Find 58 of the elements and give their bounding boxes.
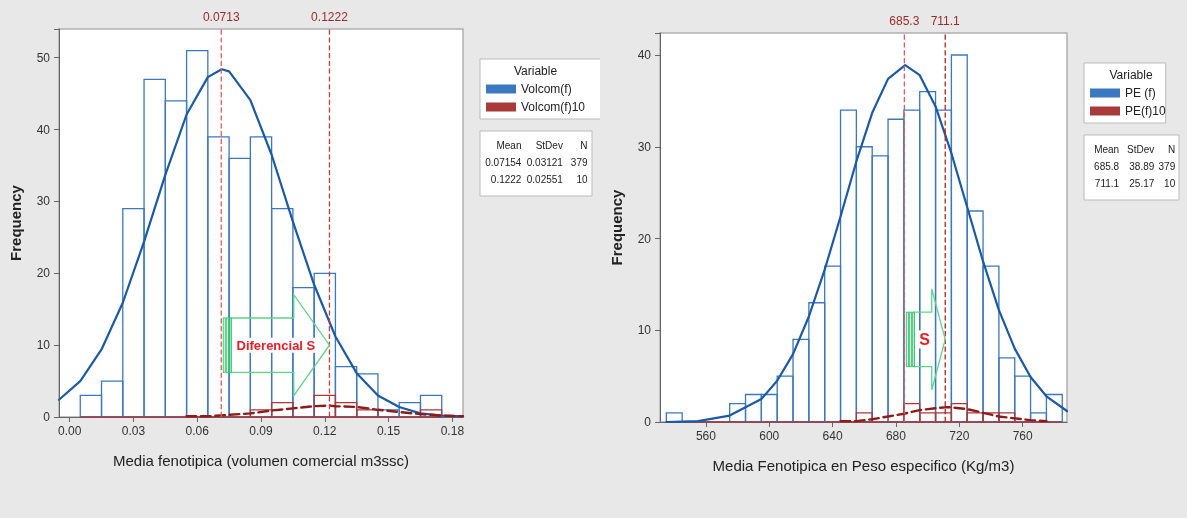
- text: 379: [570, 156, 588, 168]
- text: StDev: [535, 139, 563, 151]
- y-tick-label: 30: [36, 194, 51, 209]
- text: 10: [1164, 177, 1176, 189]
- x-tick-label: 0.12: [313, 424, 337, 438]
- annotation: Diferencial S: [236, 337, 316, 353]
- legend-title: Variable: [514, 64, 558, 78]
- x-tick-label: 0.00: [57, 424, 82, 438]
- x-axis-title: Media fenotipica (volumen comercial m3ssc): [113, 452, 409, 469]
- x-axis-title: Media Fenotipica en Peso especifico (Kg/m3): [712, 457, 1015, 474]
- x-tick-label: 640: [822, 429, 843, 443]
- text: 0.03121: [526, 156, 564, 168]
- y-tick-label: 40: [637, 48, 652, 63]
- text: 0.07154: [485, 156, 522, 168]
- text: 0.1222: [490, 173, 522, 185]
- text: StDev: [1127, 143, 1155, 155]
- text: 38.89: [1129, 160, 1155, 172]
- text: 0.02551: [526, 173, 564, 185]
- y-tick-label: 10: [36, 338, 51, 353]
- text: Mean: [1094, 143, 1120, 155]
- x-tick-label: 760: [1012, 429, 1033, 443]
- y-tick-label: 10: [637, 323, 652, 338]
- legend-label: PE(f)10: [1125, 104, 1167, 118]
- legend-title: Variable: [1109, 68, 1153, 82]
- y-tick-label: 20: [637, 231, 652, 246]
- ref-line-label: 711.1: [930, 14, 961, 28]
- y-tick-label: 0: [43, 410, 51, 424]
- legend-label: Volcom(f)10: [521, 100, 586, 114]
- text: N: [580, 139, 588, 151]
- x-tick-label: 720: [949, 429, 970, 443]
- text: 25.17: [1129, 177, 1155, 189]
- annotation: S: [919, 330, 931, 348]
- y-tick-label: 40: [36, 122, 51, 137]
- y-tick-label: 50: [36, 50, 51, 65]
- x-tick-label: 0.09: [249, 424, 273, 438]
- y-tick-label: 30: [637, 139, 652, 154]
- legend-label: PE (f): [1125, 86, 1156, 100]
- x-tick-label: 680: [885, 429, 907, 443]
- x-tick-label: 0.18: [440, 424, 465, 438]
- ref-line-label: 0.1222: [311, 10, 349, 24]
- text: 379: [1158, 160, 1176, 172]
- text: 711.1: [1094, 177, 1120, 189]
- y-tick-label: 0: [644, 415, 652, 429]
- text: 685.8: [1094, 160, 1120, 172]
- x-tick-label: 0.15: [376, 424, 401, 438]
- x-tick-label: 0.06: [185, 424, 210, 438]
- x-tick-label: 560: [695, 429, 717, 443]
- x-tick-label: 0.03: [121, 424, 146, 438]
- x-tick-label: 600: [759, 429, 780, 443]
- ref-line-label: 685.3: [889, 14, 920, 28]
- text: Mean: [496, 139, 522, 151]
- legend-label: Volcom(f): [521, 82, 572, 96]
- y-axis-title: Frequency: [7, 184, 24, 261]
- text: N: [1167, 143, 1176, 155]
- text: 10: [576, 173, 588, 185]
- y-axis-title: Frequency: [608, 188, 625, 266]
- ref-line-label: 0.0713: [202, 10, 240, 24]
- y-tick-label: 20: [36, 266, 51, 281]
